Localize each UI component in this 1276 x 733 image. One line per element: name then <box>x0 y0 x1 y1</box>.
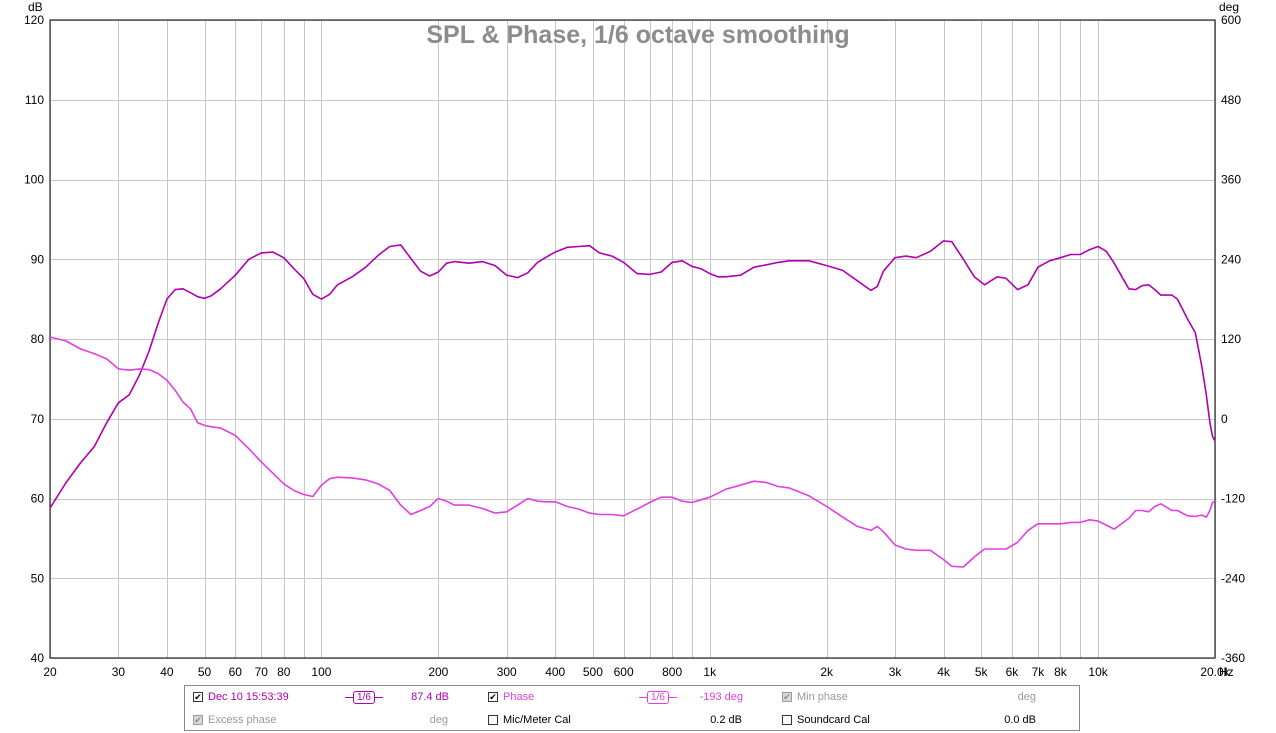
y-tick-label: 40 <box>31 651 45 665</box>
y-tick-label: 50 <box>31 571 45 585</box>
x-tick-label: 300 <box>497 665 517 679</box>
y2-tick-label: 240 <box>1221 252 1241 266</box>
y2-tick-label: 360 <box>1221 173 1241 187</box>
x-tick-label: 50 <box>198 665 212 679</box>
spl-phase-chart: SPL & Phase, 1/6 octave smoothing dB deg… <box>24 0 1245 679</box>
phase-smoothing-value: 1/6 <box>647 690 669 704</box>
minphase-cursor-value: deg <box>1017 691 1036 703</box>
x-tick-label: 8k <box>1054 665 1068 679</box>
legend-mic-item[interactable]: Mic/Meter Cal <box>488 712 571 728</box>
spl-series-line <box>49 240 1216 509</box>
x-tick-label: 6k <box>1006 665 1020 679</box>
x-tick-label: 40 <box>160 665 174 679</box>
y2-tick-label: -120 <box>1221 492 1245 506</box>
y-tick-label: 80 <box>31 332 45 346</box>
y-tick-label: 90 <box>31 252 45 266</box>
x-tick-label: 80 <box>277 665 291 679</box>
x-tick-label: 500 <box>583 665 603 679</box>
x-tick-label: 5k <box>975 665 989 679</box>
legend-soundcard-item[interactable]: Soundcard Cal <box>782 712 870 728</box>
x-tick-label: 2k <box>820 665 834 679</box>
excess-series-name: Excess phase <box>208 714 277 726</box>
x-tick-label: 100 <box>311 665 331 679</box>
y-tick-label: 120 <box>24 13 44 27</box>
x-tick-label: 10k <box>1088 665 1108 679</box>
y-axis-unit: dB <box>28 0 43 14</box>
x-tick-label: 20 <box>43 665 57 679</box>
y-tick-label: 110 <box>25 93 44 107</box>
series-lines <box>49 240 1216 568</box>
legend-excess-item[interactable]: ✔ Excess phase <box>193 712 276 728</box>
x-tick-label: 20.0k <box>1200 665 1230 679</box>
plot-frame <box>49 19 1216 659</box>
spl-series-name: Dec 10 15:53:39 <box>208 691 289 703</box>
soundcard-cal-name: Soundcard Cal <box>797 714 870 726</box>
x-tick-label: 800 <box>662 665 682 679</box>
spl-cursor-value: 87.4 dB <box>411 691 449 703</box>
legend-minphase-item[interactable]: ✔ Min phase <box>782 689 848 705</box>
soundcard-cal-value: 0.0 dB <box>1004 714 1036 726</box>
excess-cursor-value: deg <box>429 714 448 726</box>
x-tick-label: 30 <box>112 665 126 679</box>
chart-title: SPL & Phase, 1/6 octave smoothing <box>426 21 849 49</box>
mic-cal-name: Mic/Meter Cal <box>503 714 571 726</box>
phase-checkbox[interactable]: ✔ <box>488 692 498 702</box>
spl-smoothing-control[interactable]: 1/6 <box>345 689 383 705</box>
x-tick-label: 4k <box>937 665 951 679</box>
y-tick-label: 60 <box>31 492 45 506</box>
phase-series-name: Phase <box>503 691 535 703</box>
spl-checkbox[interactable]: ✔ <box>193 692 203 702</box>
x-tick-labels: 20 30 40 50 60 70 80 100 200 300 400 500 600 800 1k 2k 3… <box>43 665 1230 679</box>
mic-checkbox[interactable] <box>488 715 498 725</box>
x-tick-label: 400 <box>545 665 565 679</box>
x-axis-unit: Hz <box>1219 665 1234 679</box>
y-tick-label: 70 <box>31 412 45 426</box>
legend-spl-item[interactable]: ✔ Dec 10 15:53:39 <box>193 689 289 705</box>
y2-tick-labels: -360 -240 -120 0 120 240 360 480 600 <box>1221 13 1245 665</box>
legend-phase-item[interactable]: ✔ Phase <box>488 689 534 705</box>
y2-tick-label: 120 <box>1221 332 1241 346</box>
excess-checkbox[interactable]: ✔ <box>193 715 203 725</box>
x-tick-label: 7k <box>1032 665 1046 679</box>
y2-axis-unit: deg <box>1219 0 1239 14</box>
phase-smoothing-control[interactable]: 1/6 <box>639 689 677 705</box>
x-tick-label: 1k <box>703 665 717 679</box>
y2-tick-label: 0 <box>1221 412 1228 426</box>
x-tick-label: 200 <box>428 665 448 679</box>
phase-series-line <box>49 336 1216 568</box>
y2-tick-label: 600 <box>1221 13 1241 27</box>
x-tick-label: 70 <box>255 665 269 679</box>
y-tick-labels: 40 50 60 70 80 90 100 110 120 <box>24 13 44 665</box>
y2-tick-label: -360 <box>1221 651 1245 665</box>
y2-tick-label: -240 <box>1221 571 1245 585</box>
x-tick-label: 600 <box>614 665 634 679</box>
soundcard-checkbox[interactable] <box>782 715 792 725</box>
y-tick-label: 100 <box>24 173 44 187</box>
phase-cursor-value: -193 deg <box>699 691 743 703</box>
mic-cal-value: 0.2 dB <box>710 714 742 726</box>
minphase-series-name: Min phase <box>797 691 848 703</box>
legend-panel: ✔ Dec 10 15:53:39 1/6 87.4 dB ✔ Phase 1/… <box>184 685 1080 731</box>
x-tick-label: 3k <box>889 665 903 679</box>
y2-tick-label: 480 <box>1221 93 1241 107</box>
x-tick-label: 60 <box>229 665 243 679</box>
spl-smoothing-value: 1/6 <box>353 690 375 704</box>
minphase-checkbox[interactable]: ✔ <box>782 692 792 702</box>
y-gridlines <box>50 20 1215 659</box>
